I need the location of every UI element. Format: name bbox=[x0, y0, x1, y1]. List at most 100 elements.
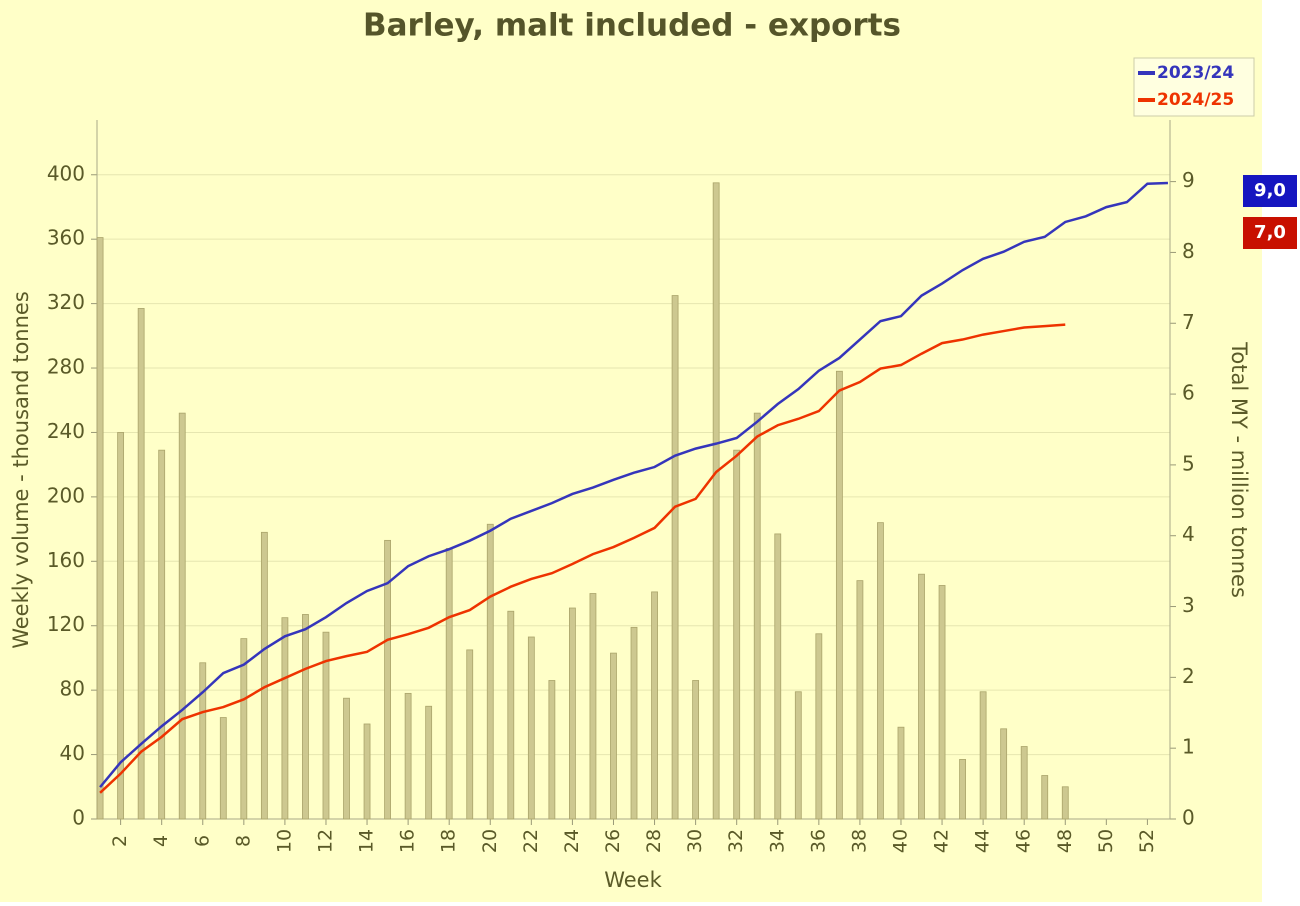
bar bbox=[774, 533, 782, 820]
bar bbox=[918, 573, 925, 820]
y-tick-label: 0 bbox=[72, 806, 85, 830]
bar bbox=[384, 539, 391, 820]
x-tick-label: 42 bbox=[931, 829, 953, 853]
y-tick-label: 320 bbox=[47, 290, 85, 314]
y2-tick-label: 4 bbox=[1182, 522, 1195, 546]
y-tick-label: 360 bbox=[47, 226, 85, 250]
y2-tick-label: 0 bbox=[1182, 806, 1195, 830]
bar bbox=[589, 593, 597, 820]
bar bbox=[712, 182, 720, 820]
bar bbox=[835, 370, 843, 820]
y2-tick-label: 1 bbox=[1182, 735, 1195, 759]
bar bbox=[466, 649, 474, 820]
bar bbox=[938, 585, 946, 820]
bar bbox=[815, 633, 823, 820]
bar bbox=[137, 308, 145, 820]
y2-axis-label: Total MY - million tonnes bbox=[1227, 341, 1251, 598]
y-tick-label: 120 bbox=[47, 612, 85, 636]
bar bbox=[199, 662, 207, 820]
x-tick-label: 46 bbox=[1013, 829, 1035, 853]
line bbox=[99, 323, 1066, 794]
x-tick-label: 32 bbox=[725, 829, 747, 853]
bar bbox=[527, 636, 535, 820]
end-badge bbox=[1243, 217, 1297, 249]
x-tick-label: 50 bbox=[1095, 829, 1117, 853]
y-tick-label: 280 bbox=[47, 355, 85, 379]
y-axis-label: Weekly volume - thousand tonnes bbox=[9, 291, 33, 649]
y2-tick-label: 6 bbox=[1182, 381, 1195, 405]
x-tick-label: 28 bbox=[643, 829, 665, 853]
legend-label: 2023/24 bbox=[1157, 63, 1234, 83]
bar bbox=[959, 759, 966, 820]
bar bbox=[753, 412, 761, 820]
x-axis-label: Week bbox=[604, 868, 662, 892]
bar bbox=[671, 295, 679, 820]
bar bbox=[1020, 746, 1028, 820]
bar bbox=[281, 617, 289, 820]
bar bbox=[158, 449, 166, 820]
bar bbox=[877, 522, 884, 820]
x-tick-label: 6 bbox=[191, 835, 213, 847]
x-tick-label: 22 bbox=[520, 829, 542, 853]
bar bbox=[610, 652, 617, 820]
y2-tick-label: 8 bbox=[1182, 239, 1195, 263]
x-tick-label: 10 bbox=[273, 829, 295, 853]
legend-label: 2024/25 bbox=[1157, 90, 1234, 110]
y2-tick-label: 5 bbox=[1182, 451, 1195, 475]
x-tick-label: 2 bbox=[109, 835, 131, 847]
x-tick-label: 40 bbox=[889, 829, 911, 853]
y-tick-label: 80 bbox=[60, 677, 85, 701]
y2-tick-label: 9 bbox=[1182, 168, 1195, 192]
y2-tick-label: 3 bbox=[1182, 593, 1195, 617]
y-tick-label: 40 bbox=[60, 741, 85, 765]
bar bbox=[486, 523, 494, 820]
x-tick-label: 20 bbox=[479, 829, 501, 853]
end-label: 9,0 bbox=[1254, 180, 1286, 201]
y2-tick-label: 7 bbox=[1182, 310, 1195, 334]
bar bbox=[1061, 786, 1069, 820]
bar bbox=[979, 691, 987, 820]
bar bbox=[178, 412, 186, 820]
x-tick-label: 18 bbox=[438, 829, 460, 853]
x-tick-label: 38 bbox=[848, 829, 870, 853]
legend-box bbox=[1133, 57, 1255, 117]
bar bbox=[569, 607, 576, 820]
bar bbox=[322, 631, 330, 820]
x-tick-label: 36 bbox=[807, 829, 829, 853]
bar bbox=[343, 697, 350, 820]
bar bbox=[733, 449, 741, 820]
bar bbox=[404, 692, 412, 820]
y-tick-label: 200 bbox=[47, 483, 85, 507]
bar bbox=[794, 691, 802, 820]
x-tick-label: 12 bbox=[314, 829, 336, 853]
bar bbox=[302, 614, 309, 820]
y-tick-label: 400 bbox=[47, 161, 85, 185]
end-label: 7,0 bbox=[1254, 222, 1286, 243]
bar bbox=[117, 432, 125, 820]
x-tick-label: 24 bbox=[561, 829, 583, 853]
bar bbox=[507, 610, 515, 820]
bar bbox=[1041, 775, 1049, 820]
line bbox=[99, 181, 1168, 788]
chart-title: Barley, malt included - exports bbox=[363, 8, 901, 44]
x-tick-label: 14 bbox=[356, 829, 378, 853]
bar bbox=[548, 680, 556, 820]
bar bbox=[651, 591, 658, 820]
bar bbox=[897, 726, 905, 820]
bar bbox=[240, 638, 248, 820]
bar bbox=[96, 237, 104, 820]
x-tick-label: 44 bbox=[972, 829, 994, 853]
bar bbox=[260, 531, 268, 820]
y2-tick-label: 2 bbox=[1182, 664, 1195, 688]
bar bbox=[856, 580, 864, 820]
x-tick-label: 4 bbox=[150, 835, 172, 847]
x-tick-label: 34 bbox=[766, 829, 788, 853]
y-tick-label: 240 bbox=[47, 419, 85, 443]
bar bbox=[219, 717, 227, 820]
y-tick-label: 160 bbox=[47, 548, 85, 572]
bar bbox=[425, 705, 433, 820]
bar bbox=[630, 626, 638, 820]
x-tick-label: 30 bbox=[684, 829, 706, 853]
end-badge bbox=[1243, 175, 1297, 207]
